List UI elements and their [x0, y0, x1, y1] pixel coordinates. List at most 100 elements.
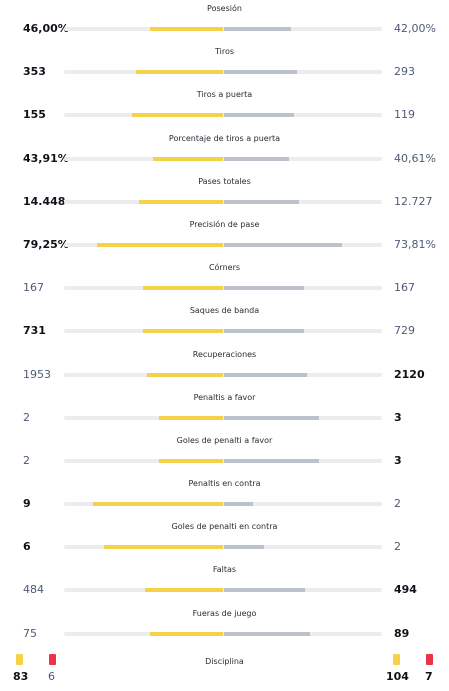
stat-row: Goles de penalti a favor 2 3: [0, 432, 449, 475]
away-value: 12.727: [394, 194, 433, 208]
stat-row: Precisión de pase 79,25% 73,81%: [0, 216, 449, 259]
away-bar: [224, 156, 289, 161]
away-red-card-icon: [426, 654, 433, 665]
stat-label: Goles de penalti a favor: [176, 435, 273, 445]
home-bar: [147, 372, 223, 377]
stat-row: Tiros 353 293: [0, 43, 449, 86]
stat-label: Faltas: [212, 565, 237, 575]
home-value: 2: [23, 453, 30, 467]
away-bar: [224, 70, 297, 75]
comparison-bar: [64, 70, 382, 75]
away-value: 729: [394, 324, 415, 338]
stat-row: Recuperaciones 1953 2120: [0, 346, 449, 389]
home-value: 484: [23, 583, 44, 597]
stat-row: Porcentaje de tiros a puerta 43,91% 40,6…: [0, 130, 449, 173]
comparison-bar: [64, 242, 382, 247]
stat-label: Pases totales: [198, 176, 251, 186]
away-value: 73,81%: [394, 237, 436, 251]
comparison-bar: [64, 286, 382, 291]
home-value: 75: [23, 626, 37, 640]
comparison-bar: [64, 156, 382, 161]
home-bar: [97, 242, 223, 247]
away-value: 2120: [394, 367, 425, 381]
away-value: 42,00%: [394, 22, 436, 35]
away-bar: [224, 588, 305, 593]
stat-row: Pases totales 14.448 12.727: [0, 173, 449, 216]
home-yellow-card-icon: [16, 654, 23, 665]
comparison-bar: [64, 545, 382, 550]
stat-label: Penaltis en contra: [188, 479, 261, 489]
stat-row: Fueras de juego 75 89: [0, 605, 449, 648]
home-bar: [143, 286, 223, 291]
stat-label: Penaltis a favor: [193, 392, 256, 402]
away-bar: [224, 458, 319, 463]
home-bar: [159, 415, 223, 420]
stat-row: Goles de penalti en contra 6 2: [0, 518, 449, 561]
away-bar: [224, 545, 264, 550]
comparison-bar: [64, 27, 382, 31]
stat-row: Posesión 46,00% 42,00%: [0, 0, 449, 43]
home-bar: [153, 156, 223, 161]
comparison-bar: [64, 372, 382, 377]
home-value: 1953: [23, 367, 51, 381]
discipline-row: 83 6 Disciplina 104 7: [0, 648, 449, 691]
away-bar: [224, 286, 304, 291]
stat-row: Penaltis en contra 9 2: [0, 475, 449, 518]
away-bar: [224, 242, 342, 247]
away-value: 494: [394, 583, 417, 597]
home-yellow-count: 83: [13, 670, 29, 683]
home-bar: [136, 70, 223, 75]
stat-label: Goles de penalti en contra: [171, 522, 278, 532]
stat-row: Córners 167 167: [0, 259, 449, 302]
home-bar: [150, 631, 223, 636]
stat-label: Saques de banda: [189, 306, 260, 316]
stat-row: Tiros a puerta 155 119: [0, 86, 449, 129]
away-value: 3: [394, 410, 402, 424]
stat-label: Porcentaje de tiros a puerta: [168, 133, 281, 143]
home-red-card-icon: [49, 654, 56, 665]
away-yellow-count: 104: [386, 670, 409, 683]
home-bar: [93, 502, 223, 507]
away-bar: [224, 199, 299, 204]
discipline-label: Disciplina: [205, 657, 244, 666]
home-bar: [143, 329, 223, 334]
home-bar: [150, 27, 223, 31]
comparison-bar: [64, 458, 382, 463]
away-value: 2: [394, 497, 401, 511]
away-bar: [224, 372, 307, 377]
home-value: 353: [23, 65, 46, 79]
home-red-count: 6: [48, 670, 55, 683]
away-value: 3: [394, 453, 402, 467]
stat-row: Saques de banda 731 729: [0, 302, 449, 345]
home-value: 14.448: [23, 194, 66, 208]
comparison-bar: [64, 199, 382, 204]
stat-label: Posesión: [207, 4, 242, 13]
home-value: 2: [23, 410, 30, 424]
stats-list: Posesión 46,00% 42,00% Tiros 353 293 Tir…: [0, 0, 449, 648]
home-value: 9: [23, 497, 31, 511]
away-value: 167: [394, 281, 415, 295]
comparison-bar: [64, 329, 382, 334]
away-bar: [224, 502, 253, 507]
home-value: 731: [23, 324, 46, 338]
home-value: 167: [23, 281, 44, 295]
comparison-bar: [64, 502, 382, 507]
stat-row: Faltas 484 494: [0, 561, 449, 604]
stat-row: Penaltis a favor 2 3: [0, 389, 449, 432]
stat-label: Fueras de juego: [192, 608, 257, 618]
away-value: 2: [394, 540, 401, 554]
stat-label: Tiros a puerta: [196, 90, 253, 100]
home-bar: [145, 588, 223, 593]
home-value: 43,91%: [23, 151, 69, 165]
away-value: 89: [394, 626, 410, 640]
home-value: 46,00%: [23, 22, 69, 35]
stat-label: Recuperaciones: [192, 349, 257, 359]
home-value: 79,25%: [23, 237, 69, 251]
home-value: 155: [23, 108, 46, 122]
away-yellow-card-icon: [393, 654, 400, 665]
home-value: 6: [23, 540, 31, 554]
away-red-count: 7: [425, 670, 433, 683]
away-bar: [224, 329, 304, 334]
away-value: 119: [394, 108, 415, 122]
comparison-bar: [64, 415, 382, 420]
